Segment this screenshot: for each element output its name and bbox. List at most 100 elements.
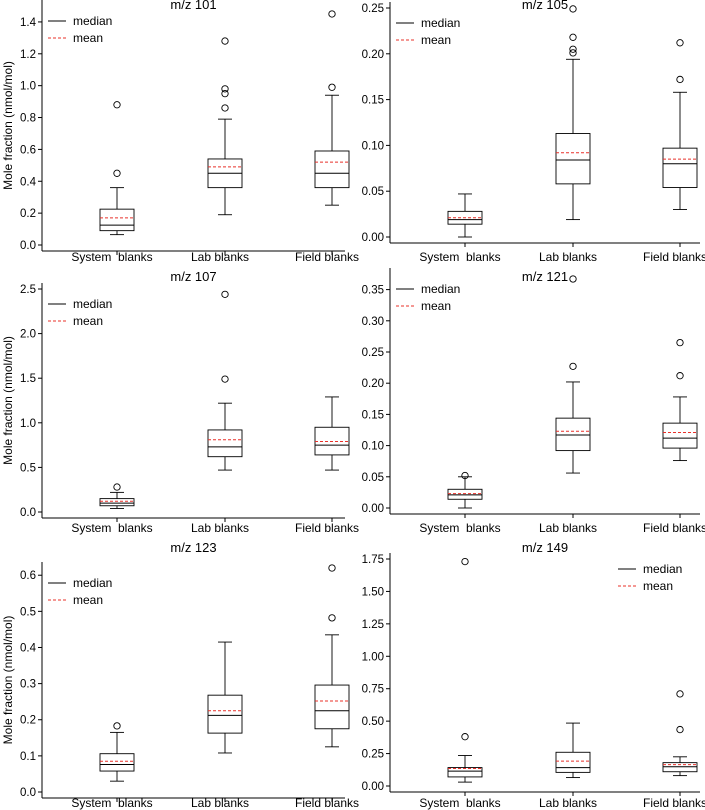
chart-title: m/z 105 [522,0,568,12]
chart-panel-1: m/z 101 0.0 0.2 0.4 0.6 0.8 1.0 1.2 1.4 Mole frac… [1,0,359,264]
y-tick-label: 0.05 [362,186,384,198]
chart-panel-6: m/z 149 0.00 0.25 0.50 0.75 1.00 1.25 1.50 1.75 S… [362,540,705,810]
box-2 [207,641,243,754]
y-tick-label: 1.00 [362,651,384,663]
y-tick-label: 0.6 [20,570,36,582]
outlier-point [676,75,684,84]
legend-mean-label: mean [73,593,103,607]
legend: median mean [48,297,112,328]
y-tick-label: 0.10 [362,140,384,152]
x-category-label: Field blanks [295,521,359,535]
y-tick-label: 0.25 [362,749,384,761]
y-tick-label: 0.5 [20,462,36,474]
outlier-point [328,83,336,91]
outlier-point [676,690,684,698]
box-3 [662,690,698,777]
iqr-box [314,150,350,189]
iqr-box [314,684,350,730]
y-tick-label: 1.5 [20,373,36,385]
y-tick-label: 1.50 [362,586,384,598]
y-tick-label: 0.4 [20,176,37,188]
box-1 [447,557,483,783]
y-tick-label: 1.0 [20,81,36,93]
legend: median mean [48,14,112,45]
x-category-label: Lab blanks [191,521,249,535]
box-3 [662,338,698,462]
box-2 [207,37,243,216]
box-2 [555,275,591,474]
iqr-box [99,498,135,507]
y-tick-label: 0.5 [20,606,36,618]
y-tick-label: 0.1 [20,751,36,763]
box-1 [447,471,483,509]
y-tick-label: 0.0 [20,507,36,519]
legend: median mean [618,562,682,593]
legend-median-label: median [643,562,682,576]
y-axis-label: Mole fraction (nmol/mol) [1,616,15,745]
y-tick-label: 0.15 [362,95,384,107]
box-3 [662,39,698,210]
outlier-point [113,169,121,177]
box-1 [99,722,135,782]
legend-mean-label: mean [643,579,673,593]
box-2 [555,722,591,779]
y-axis-label: Mole fraction (nmol/mol) [1,61,15,190]
outlier-point [221,37,229,45]
legend: median mean [396,16,460,47]
chart-panel-2: m/z 105 0.00 0.05 0.10 0.15 0.20 0.25 System bl… [362,0,705,264]
y-tick-label: 1.0 [20,418,36,430]
x-category-label: Lab blanks [539,521,597,535]
outlier-point [221,89,229,98]
x-category-label: System blanks [71,796,152,810]
box-1 [99,483,135,509]
x-category-label: System blanks [419,796,500,810]
y-tick-label: 0.25 [362,347,384,359]
iqr-box [555,133,591,185]
legend-median-label: median [73,297,112,311]
x-category-label: System blanks [419,521,500,535]
iqr-box [662,422,698,449]
legend-median-label: median [421,282,460,296]
box-1 [447,193,483,238]
y-tick-label: 0.20 [362,49,384,61]
iqr-box [447,488,483,500]
outlier-point [569,5,577,13]
iqr-box [207,694,243,734]
y-tick-label: 0.2 [20,715,36,727]
y-tick-label: 1.2 [20,49,36,61]
y-tick-label: 0.0 [20,240,36,252]
x-category-label: Field blanks [643,796,705,810]
outlier-point [221,104,229,112]
y-tick-label: 0.6 [20,144,36,156]
y-tick-label: 1.25 [362,619,384,631]
y-tick-label: 1.4 [20,17,37,29]
outlier-point [569,275,577,283]
outlier-point [113,101,121,109]
legend-median-label: median [73,576,112,590]
iqr-box [99,208,135,232]
outlier-point [328,564,336,572]
y-tick-label: 0.20 [362,378,384,390]
legend-mean-label: mean [73,31,103,45]
outlier-point [676,338,684,347]
outlier-point [569,45,577,53]
outlier-point [676,725,684,734]
x-category-label: Field blanks [643,521,705,535]
outlier-point [328,614,336,622]
chart-title: m/z 149 [522,540,568,555]
chart-title: m/z 123 [170,540,216,555]
x-category-label: Lab blanks [539,250,597,264]
iqr-box [662,147,698,188]
y-tick-label: 2.5 [20,284,36,296]
legend: median mean [48,576,112,607]
y-tick-label: 0.05 [362,472,384,484]
x-category-label: System blanks [71,250,152,264]
y-tick-label: 0.8 [20,113,36,125]
outlier-point [221,375,229,383]
outlier-point [569,33,577,41]
x-category-label: Field blanks [295,796,359,810]
chart-title: m/z 121 [522,269,568,284]
box-3 [314,396,350,471]
x-category-label: Lab blanks [539,796,597,810]
